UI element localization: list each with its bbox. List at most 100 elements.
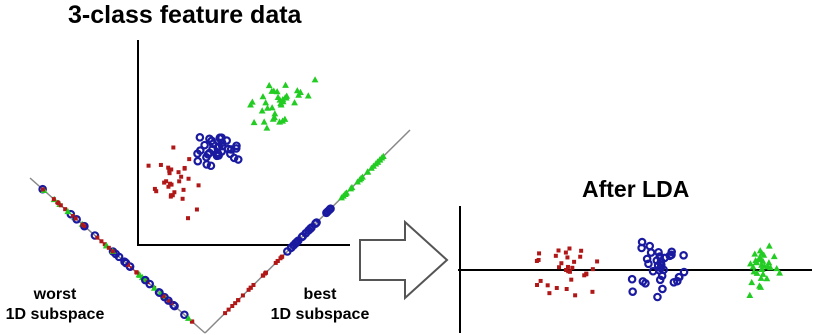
worst-label-line1: worst: [33, 286, 77, 303]
feature-point: [282, 81, 289, 88]
worst-projected-point: [125, 262, 130, 267]
lda-point: [757, 274, 765, 281]
feature-point: [259, 93, 267, 100]
feature-point: [166, 184, 171, 189]
feature-point: [268, 104, 276, 111]
lda-point: [564, 267, 569, 272]
worst-projected-point: [155, 288, 164, 298]
feature-point: [304, 92, 312, 99]
worst-projected-point: [136, 271, 144, 278]
feature-point: [263, 124, 271, 131]
lda-point: [572, 259, 577, 264]
best-projected-point: [261, 273, 266, 278]
feature-point: [283, 92, 291, 99]
feature-point: [171, 145, 176, 150]
feature-axes: [137, 40, 350, 246]
lda-point: [748, 278, 756, 286]
lda-point: [590, 267, 595, 272]
feature-point: [264, 104, 271, 111]
feature-point: [291, 99, 298, 106]
lda-point: [538, 278, 543, 283]
lda-point: [554, 285, 559, 290]
after-lda-title: After LDA: [582, 176, 690, 202]
lda-point: [641, 279, 650, 288]
worst-projected-point: [185, 314, 192, 321]
worst-projected-point: [164, 296, 173, 305]
lda-point: [751, 250, 759, 257]
feature-point: [271, 114, 278, 121]
lda-point: [645, 241, 655, 251]
feature-point: [250, 118, 258, 126]
worst-projected-point: [169, 300, 178, 310]
worst-projected-point: [166, 298, 171, 303]
worst-projected-point: [150, 284, 158, 291]
feature-point: [311, 76, 319, 83]
feature-point: [194, 207, 199, 212]
best-projected-point: [325, 205, 334, 215]
feature-point: [167, 168, 172, 173]
feature-point: [195, 133, 205, 142]
lda-point: [679, 267, 689, 277]
lda-point: [573, 293, 578, 298]
lda-point: [534, 258, 539, 263]
lda-point: [563, 250, 568, 255]
lda-point: [535, 282, 540, 287]
feature-point: [265, 81, 273, 89]
worst-subspace-label: worst 1D subspace: [0, 285, 110, 325]
feature-point: [248, 98, 256, 105]
lda-point: [757, 283, 765, 290]
worst-projected-point: [63, 207, 68, 212]
best-projected-point: [251, 283, 256, 288]
best-projected-point: [226, 307, 231, 312]
feature-point: [297, 88, 304, 95]
worst-projected-point: [90, 231, 100, 240]
worst-projected-point: [190, 319, 195, 324]
feature-point: [158, 162, 163, 167]
best-projected-point: [236, 298, 241, 303]
feature-point: [193, 156, 203, 166]
lda-point: [752, 256, 760, 264]
lda-point: [565, 264, 570, 269]
lda-point: [654, 247, 663, 257]
worst-projected-point: [56, 201, 61, 206]
lda-point: [627, 274, 637, 284]
lda-point: [653, 292, 662, 302]
feature-point: [196, 183, 201, 188]
lda-axes: [458, 206, 812, 333]
lda-point: [559, 261, 564, 266]
best-label-line2: 1D subspace: [270, 306, 370, 323]
feature-point: [202, 152, 211, 162]
worst-projected-point: [64, 207, 72, 215]
best-projected-point: [364, 168, 372, 175]
lda-point: [590, 289, 595, 294]
best-projected-point: [341, 190, 349, 198]
worst-projected-point: [51, 197, 56, 202]
feature-point: [146, 163, 151, 168]
worst-projected-point: [134, 270, 139, 275]
lda-point: [637, 243, 646, 253]
lda-point: [644, 259, 653, 269]
lda-scatter: [534, 237, 784, 302]
right-arrow-outline-icon: [359, 219, 449, 301]
lda-point: [579, 248, 584, 253]
feature-point: [154, 189, 159, 194]
lda-point: [758, 261, 765, 268]
best-projected-point: [347, 185, 355, 192]
lda-point: [756, 247, 764, 254]
best-projected-point: [223, 311, 228, 316]
best-projection: [223, 152, 387, 316]
best-projected-point: [286, 243, 296, 253]
feature-point: [215, 134, 225, 143]
worst-projected-point: [161, 294, 166, 299]
lda-point: [537, 251, 542, 256]
lda-point: [659, 265, 668, 275]
feature-point: [258, 107, 266, 114]
worst-projected-point: [140, 275, 150, 285]
feature-point: [274, 93, 282, 100]
feature-point: [277, 99, 285, 106]
feature-point: [177, 179, 182, 184]
worst-projected-point: [99, 239, 104, 244]
feature-point: [187, 157, 192, 162]
lda-point: [756, 256, 764, 263]
